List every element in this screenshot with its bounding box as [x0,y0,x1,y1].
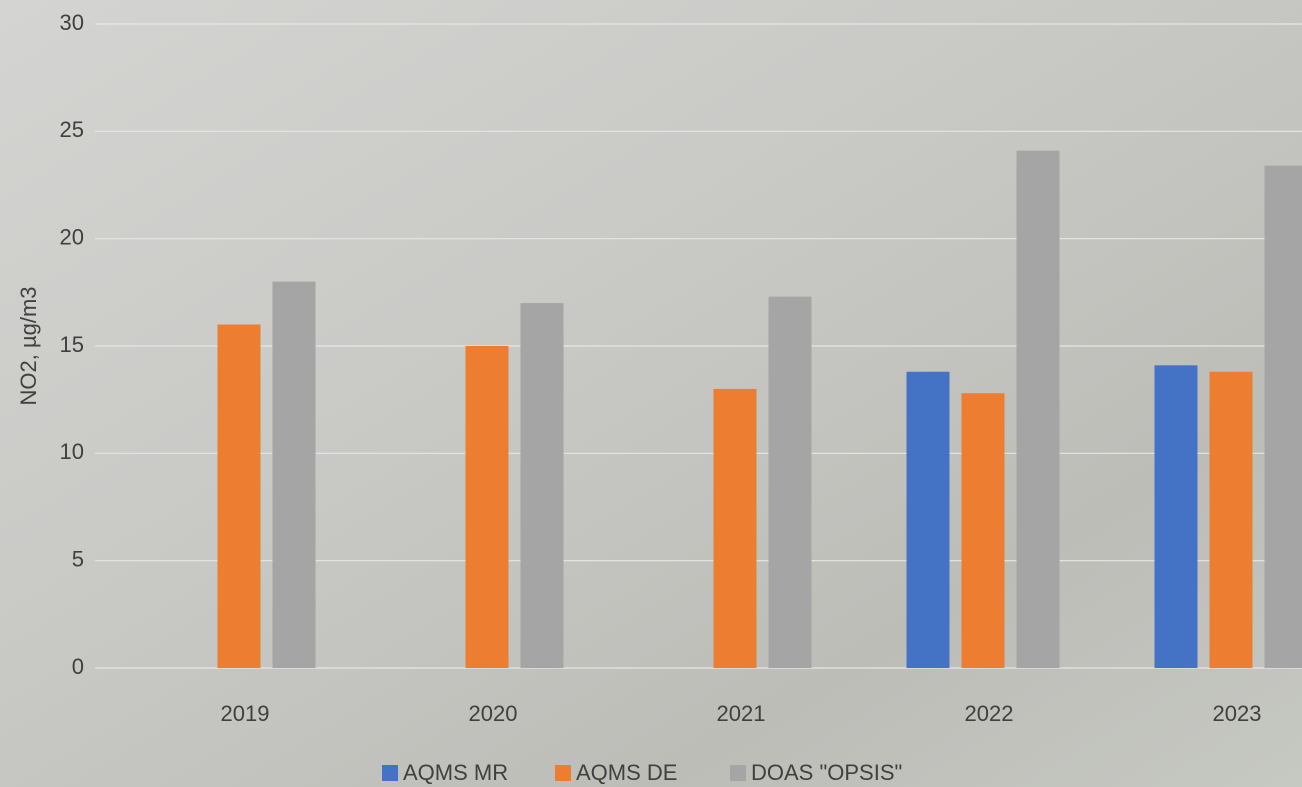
y-tick-label: 10 [60,439,84,464]
y-tick-label: 5 [72,546,84,571]
bar [465,346,509,668]
legend-label: AQMS DE [576,760,677,785]
bar [1016,150,1060,669]
legend-label: DOAS "OPSIS" [751,760,902,785]
x-tick-label: 2019 [221,701,270,726]
bar [1209,371,1253,668]
bar [272,281,316,668]
bar [217,324,261,668]
y-axis-label: NO2, µg/m3 [16,286,41,405]
bar [520,303,564,668]
legend-label: AQMS MR [403,760,508,785]
x-tick-label: 2021 [717,701,766,726]
bar [768,296,812,668]
bar [906,371,950,668]
legend-swatch [730,765,746,781]
y-tick-label: 30 [60,10,84,35]
y-tick-label: 20 [60,224,84,249]
bar [961,393,1005,668]
x-tick-label: 2020 [469,701,518,726]
x-tick-label: 2023 [1213,701,1262,726]
legend-swatch [555,765,571,781]
y-tick-label: 0 [72,654,84,679]
y-tick-label: 15 [60,332,84,357]
x-tick-label: 2022 [965,701,1014,726]
legend-swatch [382,765,398,781]
bar [1264,165,1302,668]
bar [713,388,757,668]
y-tick-label: 25 [60,117,84,142]
bar [1154,365,1198,668]
